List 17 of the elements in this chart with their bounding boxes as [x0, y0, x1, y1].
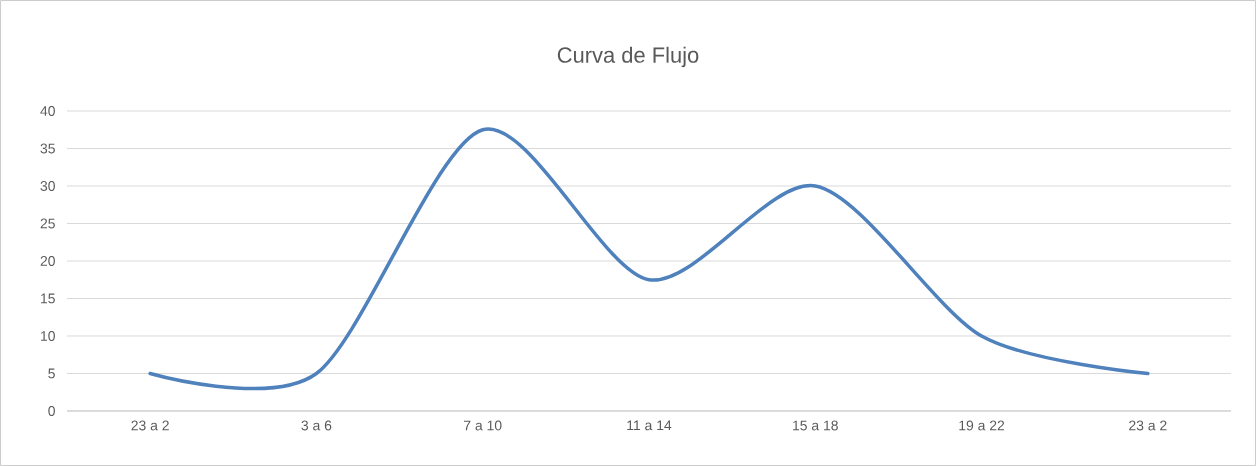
y-tick-label: 0 [48, 406, 55, 416]
x-tick-label: 11 a 14 [627, 420, 672, 431]
y-tick-label: 10 [41, 331, 55, 341]
chart-title: Curva de Flujo [557, 46, 699, 68]
x-tick-label: 7 a 10 [464, 420, 502, 431]
x-tick-label: 23 a 2 [1129, 420, 1167, 431]
x-tick-label: 23 a 2 [131, 420, 169, 431]
y-tick-label: 40 [40, 106, 55, 116]
y-tick-label: 20 [40, 256, 55, 266]
x-tick-label: 15 a 18 [793, 420, 838, 431]
y-tick-label: 15 [41, 293, 55, 304]
y-tick-label: 25 [40, 218, 55, 229]
x-tick-label: 19 a 22 [959, 420, 1005, 431]
y-tick-label: 35 [40, 143, 55, 154]
y-tick-label: 30 [40, 181, 55, 191]
x-tick-label: 3 a 6 [301, 420, 332, 431]
y-tick-label: 5 [48, 368, 55, 379]
